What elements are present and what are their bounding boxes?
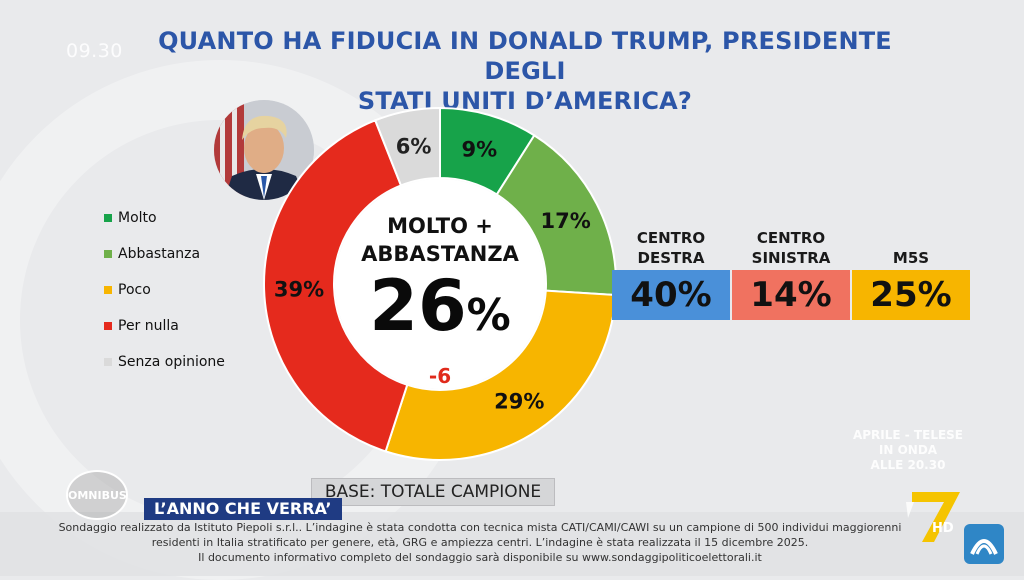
la7-logo-icon	[906, 492, 960, 542]
legend-swatch	[104, 214, 112, 222]
legend-label: Molto	[118, 210, 157, 226]
center-label-line2: ABBASTANZA	[361, 242, 519, 266]
donut-center-delta: -6	[428, 364, 452, 388]
legend-item-abbastanza: Abbastanza	[104, 236, 225, 272]
promo-line1: APRILE - TELESE	[852, 428, 964, 442]
legend-item-poco: Poco	[104, 272, 225, 308]
legend-item-per-nulla: Per nulla	[104, 308, 225, 344]
promo-text: APRILE - TELESE IN ONDA ALLE 20.30	[838, 428, 978, 473]
legend-label: Poco	[118, 282, 151, 298]
party-value: 40%	[612, 270, 730, 320]
legend-swatch	[104, 322, 112, 330]
party-name-line1: CENTRO	[756, 229, 826, 247]
legend-label: Abbastanza	[118, 246, 201, 262]
channel-logo-icon	[964, 524, 1004, 564]
donut-label-poco: 29%	[494, 390, 544, 414]
chart-legend: Molto Abbastanza Poco Per nulla Senza op…	[104, 200, 225, 380]
party-name: CENTRO DESTRA	[612, 220, 730, 270]
party-value: 25%	[852, 270, 970, 320]
donut-chart: 9% 17% 29% 39% 6%	[263, 106, 617, 461]
legend-swatch	[104, 250, 112, 258]
footer-strip	[0, 512, 1024, 576]
donut-center-value: 26%	[330, 266, 550, 356]
party-centro-sinistra: CENTRO SINISTRA 14%	[732, 220, 850, 320]
party-name: M5S	[852, 220, 970, 270]
base-label: BASE: TOTALE CAMPIONE	[311, 478, 555, 506]
donut-center-label: MOLTO + ABBASTANZA	[340, 212, 540, 268]
footnote-line3: Il documento informativo completo del so…	[198, 551, 762, 564]
legend-item-senza-opinione: Senza opinione	[104, 344, 225, 380]
promo-line3: ALLE 20.30	[870, 458, 946, 472]
party-centro-destra: CENTRO DESTRA 40%	[612, 220, 730, 320]
legend-swatch	[104, 358, 112, 366]
legend-item-molto: Molto	[104, 200, 225, 236]
promo-line2: IN ONDA	[878, 443, 938, 457]
legend-swatch	[104, 286, 112, 294]
donut-hole	[335, 179, 545, 389]
legend-label: Per nulla	[118, 318, 179, 334]
show-tag: L’ANNO CHE VERRA’	[144, 498, 342, 520]
donut-label-per-nulla: 39%	[274, 277, 324, 301]
center-label-line1: MOLTO +	[387, 214, 493, 238]
donut-label-senza-opinione: 6%	[396, 134, 432, 158]
clock: 09.30	[66, 40, 123, 62]
donut-slice-poco	[384, 289, 617, 461]
methodology-footnote: Sondaggio realizzato da Istituto Piepoli…	[40, 520, 920, 565]
party-m5s: M5S 25%	[852, 220, 970, 320]
chart-title-line1: QUANTO HA FIDUCIA IN DONALD TRUMP, PRESI…	[158, 27, 892, 85]
center-value-unit: %	[466, 290, 511, 341]
party-name-line2: M5S	[892, 249, 930, 267]
donut-slice-per-nulla	[263, 119, 409, 453]
footnote-line2: residenti in Italia stratificato per gen…	[151, 536, 809, 549]
party-name-line2: DESTRA	[637, 249, 705, 267]
omnibus-logo-icon: OMNIBUS	[66, 470, 128, 520]
portrait-photo	[214, 100, 314, 200]
party-name-line2: SINISTRA	[751, 249, 831, 267]
hd-label: HD	[932, 521, 954, 536]
footnote-line1: Sondaggio realizzato da Istituto Piepoli…	[58, 521, 902, 534]
party-value: 14%	[732, 270, 850, 320]
center-value-number: 26	[369, 265, 467, 347]
donut-label-abbastanza: 17%	[540, 209, 590, 233]
party-name: CENTRO SINISTRA	[732, 220, 850, 270]
donut-slice-senza-opinione	[373, 106, 441, 187]
legend-label: Senza opinione	[118, 354, 225, 370]
donut-label-molto: 9%	[462, 138, 498, 162]
party-name-line1: CENTRO	[636, 229, 706, 247]
